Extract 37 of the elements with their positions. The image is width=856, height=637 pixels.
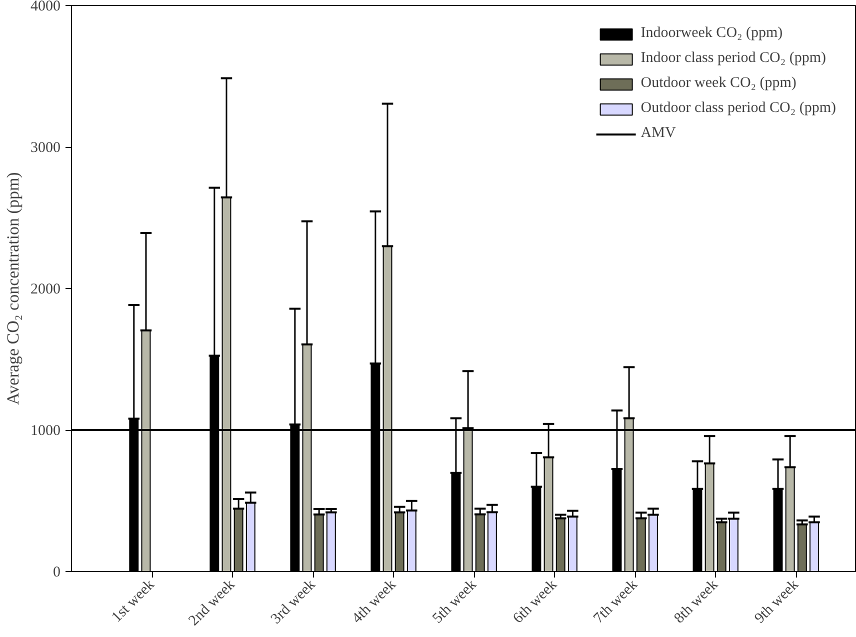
bar	[246, 502, 256, 572]
x-tick-label: 4th week	[349, 576, 400, 627]
bar	[326, 512, 336, 572]
y-tick-label: 1000	[30, 423, 60, 439]
bar	[475, 514, 485, 572]
bar	[451, 472, 461, 572]
y-axis-title: Average CO₂ concentration (ppm)	[4, 172, 22, 405]
y-tick-label: 0	[53, 564, 60, 580]
bar	[532, 486, 542, 572]
bar	[636, 518, 646, 572]
legend-label: Indoor class period CO₂ (ppm)	[640, 50, 826, 67]
legend-label: Outdoor week CO₂ (ppm)	[640, 75, 796, 92]
bar	[773, 488, 783, 572]
x-tick-label: 3rd week	[268, 576, 320, 628]
bar	[314, 514, 324, 572]
bar	[406, 510, 416, 572]
y-tick-label: 2000	[30, 282, 60, 298]
x-tick-label: 2nd week	[186, 576, 239, 630]
y-tick-label: 3000	[30, 140, 60, 156]
x-tick-label: 5th week	[430, 576, 480, 627]
bar	[797, 524, 807, 572]
bar	[692, 488, 702, 572]
bar	[612, 468, 622, 572]
bar	[556, 518, 566, 572]
bar	[234, 508, 244, 572]
bar	[487, 512, 497, 572]
legend-label: Indoorweek CO₂ (ppm)	[640, 25, 783, 42]
x-tick-label: 6th week	[510, 576, 561, 627]
x-tick-label: 7th week	[590, 576, 642, 627]
legend-label: Outdoor class period CO₂ (ppm)	[640, 100, 836, 117]
legend-label: AMV	[640, 125, 676, 142]
bar	[394, 512, 404, 572]
x-tick-label: 1st week	[108, 576, 158, 626]
y-tick-label: 4000	[30, 0, 60, 14]
x-tick-label: 8th week	[671, 576, 722, 627]
bar	[716, 522, 726, 572]
x-tick-label: 9th week	[752, 576, 802, 627]
